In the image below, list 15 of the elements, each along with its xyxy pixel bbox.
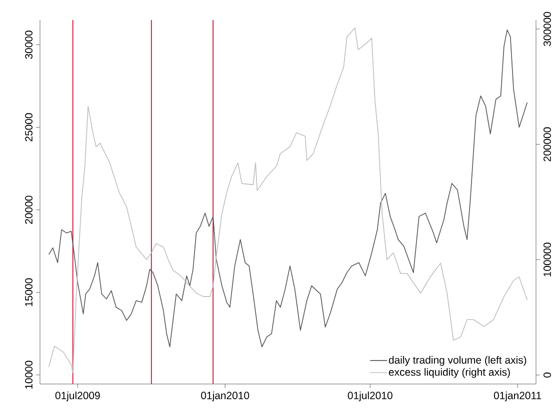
x-tick-label: 01jan2011 [494,392,542,402]
y-tick-label: 25000 [25,113,32,142]
x-tick-label: 01jan2010 [201,392,250,402]
y-tick-label: 20000 [25,196,32,224]
x-tick-label: 01jul2009 [55,392,100,402]
y-tick-label: 10000 [25,360,32,389]
y-tick-label: 30000 [25,30,32,59]
y2-tick-label: 100000 [544,242,551,276]
y2-tick-label: 200000 [544,127,551,162]
y-tick-label: 15000 [25,278,32,306]
x-tick-label: 01jul2010 [348,392,392,402]
legend-label: daily trading volume (left axis) [388,356,526,366]
legend-label: excess liquidity (right axis) [388,368,510,378]
y2-tick-label: 0 [544,372,551,378]
y2-tick-label: 300000 [544,12,551,46]
